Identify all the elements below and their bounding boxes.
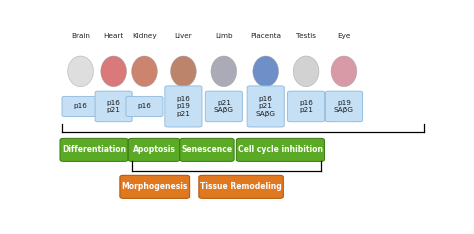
FancyBboxPatch shape xyxy=(247,86,284,127)
Text: p16
p21
SAβG: p16 p21 SAβG xyxy=(255,96,276,117)
FancyBboxPatch shape xyxy=(95,91,132,122)
FancyBboxPatch shape xyxy=(120,175,190,198)
Text: Morphogenesis: Morphogenesis xyxy=(121,182,188,191)
FancyBboxPatch shape xyxy=(237,138,325,161)
FancyBboxPatch shape xyxy=(165,86,202,127)
Text: Liver: Liver xyxy=(174,33,192,40)
Text: Apoptosis: Apoptosis xyxy=(133,145,175,154)
Text: Brain: Brain xyxy=(71,33,90,40)
FancyBboxPatch shape xyxy=(126,96,163,117)
Ellipse shape xyxy=(132,56,157,87)
Ellipse shape xyxy=(101,56,127,87)
Ellipse shape xyxy=(211,56,237,87)
FancyBboxPatch shape xyxy=(199,175,283,198)
FancyBboxPatch shape xyxy=(180,138,234,161)
FancyBboxPatch shape xyxy=(205,91,242,122)
Text: p16
p19
p21: p16 p19 p21 xyxy=(176,96,191,117)
Ellipse shape xyxy=(171,56,196,87)
FancyBboxPatch shape xyxy=(128,138,180,161)
Text: p19
SAβG: p19 SAβG xyxy=(334,100,354,113)
Ellipse shape xyxy=(331,56,357,87)
Text: Limb: Limb xyxy=(215,33,233,40)
Text: Tissue Remodeling: Tissue Remodeling xyxy=(200,182,282,191)
Ellipse shape xyxy=(253,56,279,87)
FancyBboxPatch shape xyxy=(60,138,128,161)
Text: p16
p21: p16 p21 xyxy=(107,100,120,113)
Text: p16
p21: p16 p21 xyxy=(299,100,313,113)
Text: Kidney: Kidney xyxy=(132,33,157,40)
Text: p21
SAβG: p21 SAβG xyxy=(214,100,234,113)
FancyBboxPatch shape xyxy=(325,91,363,122)
Text: Eye: Eye xyxy=(337,33,351,40)
FancyBboxPatch shape xyxy=(288,91,325,122)
Text: Senescence: Senescence xyxy=(182,145,232,154)
Text: Differentiation: Differentiation xyxy=(62,145,126,154)
Text: Cell cycle inhibition: Cell cycle inhibition xyxy=(238,145,323,154)
Text: p16: p16 xyxy=(73,103,88,110)
Text: Placenta: Placenta xyxy=(250,33,281,40)
Text: Heart: Heart xyxy=(103,33,124,40)
Text: p16: p16 xyxy=(137,103,151,110)
Ellipse shape xyxy=(293,56,319,87)
Text: Testis: Testis xyxy=(296,33,316,40)
Ellipse shape xyxy=(68,56,93,87)
FancyBboxPatch shape xyxy=(62,96,99,117)
